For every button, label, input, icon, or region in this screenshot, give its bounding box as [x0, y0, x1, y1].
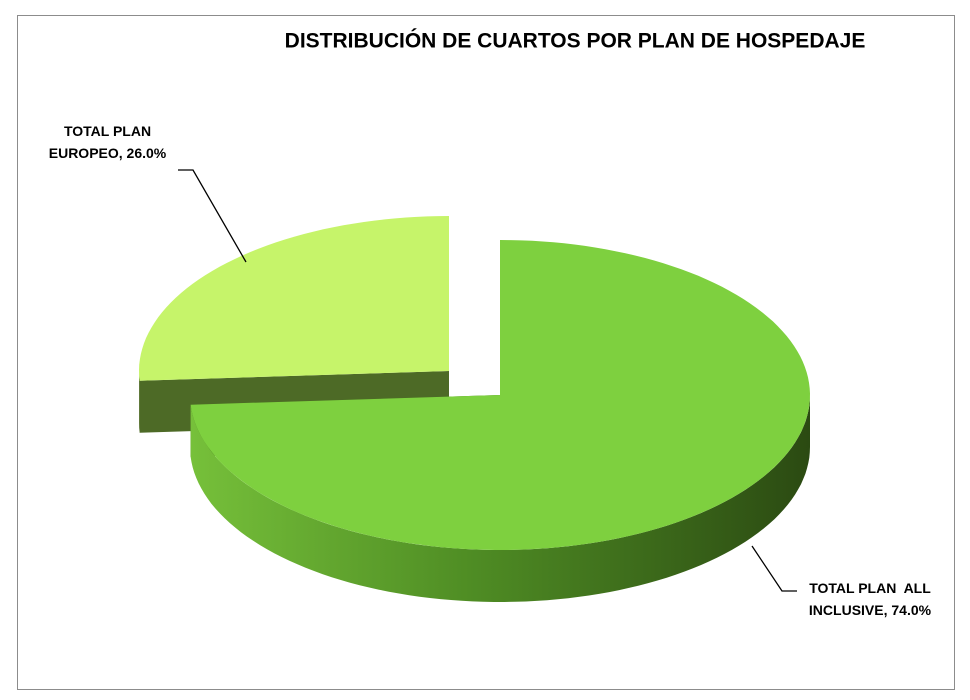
leader-line — [751, 545, 797, 592]
pie — [139, 216, 811, 602]
data-label: TOTAL PLAN ALL INCLUSIVE, 74.0% — [808, 580, 935, 618]
data-label: TOTAL PLAN EUROPEO, 26.0% — [48, 123, 167, 161]
slice — [139, 216, 449, 381]
slice-side — [190, 395, 811, 602]
leader-line — [178, 169, 247, 263]
chart-title: DISTRIBUCIÓN DE CUARTOS POR PLAN DE HOSP… — [285, 29, 866, 53]
slice-side — [139, 371, 140, 433]
slice — [190, 240, 811, 550]
